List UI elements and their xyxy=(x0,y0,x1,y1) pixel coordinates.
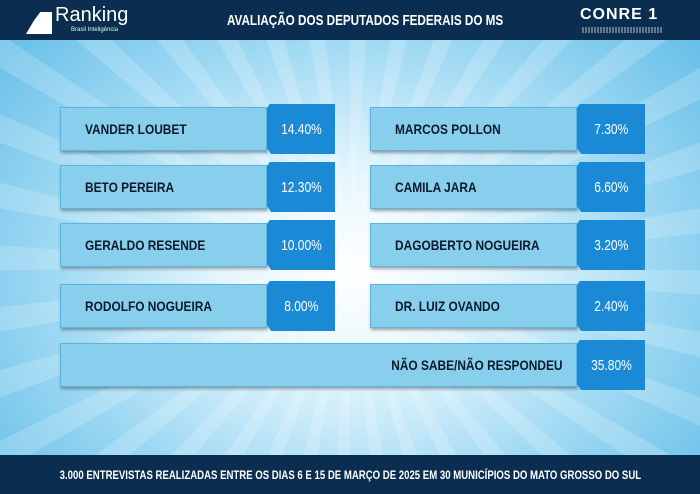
percentage-value: 3.20% xyxy=(577,220,645,270)
conre-logo-subtext xyxy=(582,27,662,33)
candidate-name: CAMILA JARA xyxy=(370,165,577,209)
candidate-name: BETO PEREIRA xyxy=(60,165,267,209)
ranking-row: VANDER LOUBET 14.40% xyxy=(60,104,335,154)
candidate-name: NÃO SABE/NÃO RESPONDEU xyxy=(60,343,577,387)
candidate-name-text: MARCOS POLLON xyxy=(395,121,501,137)
percentage-value: 10.00% xyxy=(267,220,335,270)
percentage-text: 12.30% xyxy=(280,178,322,196)
candidate-name: RODOLFO NOGUEIRA xyxy=(60,284,267,328)
ranking-row: MARCOS POLLON 7.30% xyxy=(370,104,645,154)
percentage-text: 3.20% xyxy=(593,236,629,254)
candidate-name-text: BETO PEREIRA xyxy=(85,179,175,195)
footer-text: 3.000 ENTREVISTAS REALIZADAS ENTRE OS DI… xyxy=(59,467,641,482)
candidate-name-text: DR. LUIZ OVANDO xyxy=(395,298,500,314)
candidate-name-text: GERALDO RESENDE xyxy=(85,237,206,253)
candidate-name-text: DAGOBERTO NOGUEIRA xyxy=(395,237,540,253)
percentage-value: 7.30% xyxy=(577,104,645,154)
page-title: AVALIAÇÃO DOS DEPUTADOS FEDERAIS DO MS xyxy=(226,11,504,29)
candidate-name: MARCOS POLLON xyxy=(370,107,577,151)
ranking-row: DR. LUIZ OVANDO 2.40% xyxy=(370,281,645,331)
percentage-text: 6.60% xyxy=(593,178,629,196)
logo-subtitle: Brasil Inteligência xyxy=(71,27,119,33)
percentage-text: 7.30% xyxy=(593,120,629,138)
percentage-text: 2.40% xyxy=(593,297,629,315)
ranking-row: GERALDO RESENDE 10.00% xyxy=(60,220,335,270)
ranking-row: RODOLFO NOGUEIRA 8.00% xyxy=(60,281,335,331)
candidate-name: VANDER LOUBET xyxy=(60,107,267,151)
logo-words: Ranking Brasil Inteligência xyxy=(55,4,128,34)
ranking-logo-icon xyxy=(26,12,52,34)
candidate-name: GERALDO RESENDE xyxy=(60,223,267,267)
percentage-text: 35.80% xyxy=(590,356,632,374)
candidate-name-text: CAMILA JARA xyxy=(395,179,477,195)
candidate-name: DR. LUIZ OVANDO xyxy=(370,284,577,328)
percentage-value: 2.40% xyxy=(577,281,645,331)
candidate-name-text: NÃO SABE/NÃO RESPONDEU xyxy=(390,357,562,373)
ranking-logo: Ranking Brasil Inteligência xyxy=(26,4,128,34)
percentage-value: 12.30% xyxy=(267,162,335,212)
title-area: AVALIAÇÃO DOS DEPUTADOS FEDERAIS DO MS xyxy=(170,0,560,40)
percentage-value: 6.60% xyxy=(577,162,645,212)
candidate-name-text: VANDER LOUBET xyxy=(85,121,187,137)
ranking-row: NÃO SABE/NÃO RESPONDEU 35.80% xyxy=(60,340,645,390)
footer: 3.000 ENTREVISTAS REALIZADAS ENTRE OS DI… xyxy=(0,455,700,494)
header: Ranking Brasil Inteligência AVALIAÇÃO DO… xyxy=(0,0,700,40)
logo-text: Ranking xyxy=(55,4,129,26)
percentage-value: 8.00% xyxy=(267,281,335,331)
ranking-row: CAMILA JARA 6.60% xyxy=(370,162,645,212)
ranking-row: BETO PEREIRA 12.30% xyxy=(60,162,335,212)
percentage-value: 35.80% xyxy=(577,340,645,390)
ranking-row: DAGOBERTO NOGUEIRA 3.20% xyxy=(370,220,645,270)
candidate-name-text: RODOLFO NOGUEIRA xyxy=(85,298,212,314)
percentage-text: 8.00% xyxy=(283,297,319,315)
percentage-text: 14.40% xyxy=(280,120,322,138)
percentage-text: 10.00% xyxy=(280,236,322,254)
candidate-name: DAGOBERTO NOGUEIRA xyxy=(370,223,577,267)
percentage-value: 14.40% xyxy=(267,104,335,154)
conre-logo: CONRE 1 xyxy=(580,6,659,23)
